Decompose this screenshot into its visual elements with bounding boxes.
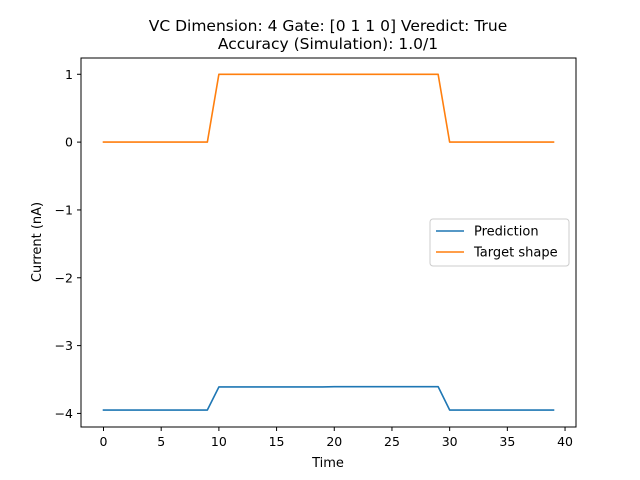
x-axis: 0 5 10 15 20 25 30 35 40 [100,427,573,449]
y-tick-label: 1 [65,67,73,82]
x-tick-label: 10 [211,434,227,449]
y-axis: −4 −3 −2 −1 0 1 [55,67,81,421]
y-tick-label: 0 [65,135,73,150]
x-tick-label: 30 [442,434,458,449]
x-tick-label: 20 [326,434,342,449]
plot-area [80,57,577,428]
y-tick-label: −2 [55,270,73,285]
chart-title-line-1: VC Dimension: 4 Gate: [0 1 1 0] Veredict… [149,17,508,35]
series-line-target-shape [102,73,555,143]
y-tick-label: −1 [55,202,73,217]
x-tick-label: 35 [499,434,515,449]
legend: Prediction Target shape [429,218,570,267]
x-tick-label: 5 [157,434,165,449]
chart-title-line-2: Accuracy (Simulation): 1.0/1 [218,35,438,53]
legend-label: Prediction [474,225,539,240]
series-line-prediction [102,385,555,411]
x-axis-label: Time [311,456,344,471]
x-tick-label: 0 [100,434,108,449]
y-axis-label: Current (nA) [30,202,45,282]
legend-box [429,218,570,267]
series-layer [102,73,555,411]
legend-label: Target shape [473,246,558,261]
x-tick-label: 40 [557,434,573,449]
x-tick-label: 25 [384,434,400,449]
x-tick-label: 15 [269,434,285,449]
y-tick-label: −3 [55,338,73,353]
plot-frame [80,57,577,428]
y-tick-label: −4 [55,406,73,421]
